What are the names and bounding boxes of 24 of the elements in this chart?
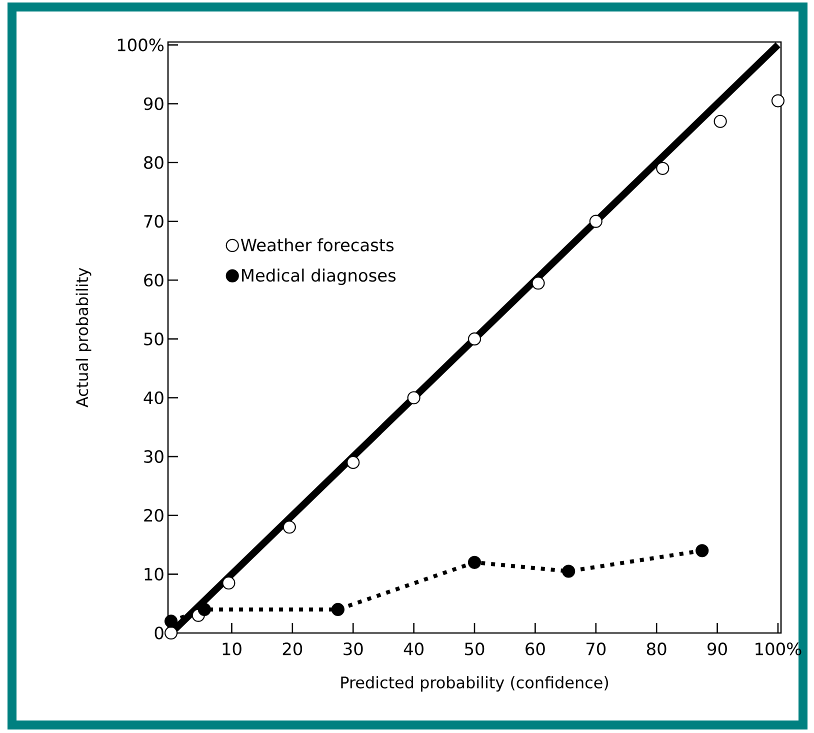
y-tick-label: 0 (154, 626, 164, 640)
y-tick-label: 100% (118, 38, 164, 52)
y-tick-label: 60 (144, 274, 164, 287)
y-tick-label: 70 (144, 214, 164, 228)
y-tick-label: 40 (144, 391, 164, 404)
x-tick-label: 90 (708, 642, 727, 656)
x-tick-label: 10 (222, 642, 242, 656)
y-axis-title: Actual probability (76, 268, 92, 408)
y-tick-label: 50 (144, 332, 164, 346)
legend-label: Weather forecasts (240, 238, 394, 252)
y-tick-label: 10 (144, 568, 164, 581)
x-tick-label: 30 (344, 642, 363, 656)
y-tick-label: 30 (144, 450, 164, 463)
x-axis-title: Predicted probability (confidence) (341, 676, 608, 692)
x-tick-label: 80 (646, 642, 666, 656)
legend-label: Medical diagnoses (242, 268, 396, 286)
x-tick-label: 20 (282, 642, 302, 656)
y-tick-label: 90 (144, 97, 164, 110)
x-tick-label: 40 (404, 642, 424, 656)
y-tick-label: 80 (144, 156, 164, 169)
y-tick-label: 20 (144, 508, 164, 522)
x-tick-label: 70 (586, 642, 606, 656)
x-tick-label: 50 (465, 642, 484, 656)
x-tick-label: 60 (526, 642, 545, 656)
